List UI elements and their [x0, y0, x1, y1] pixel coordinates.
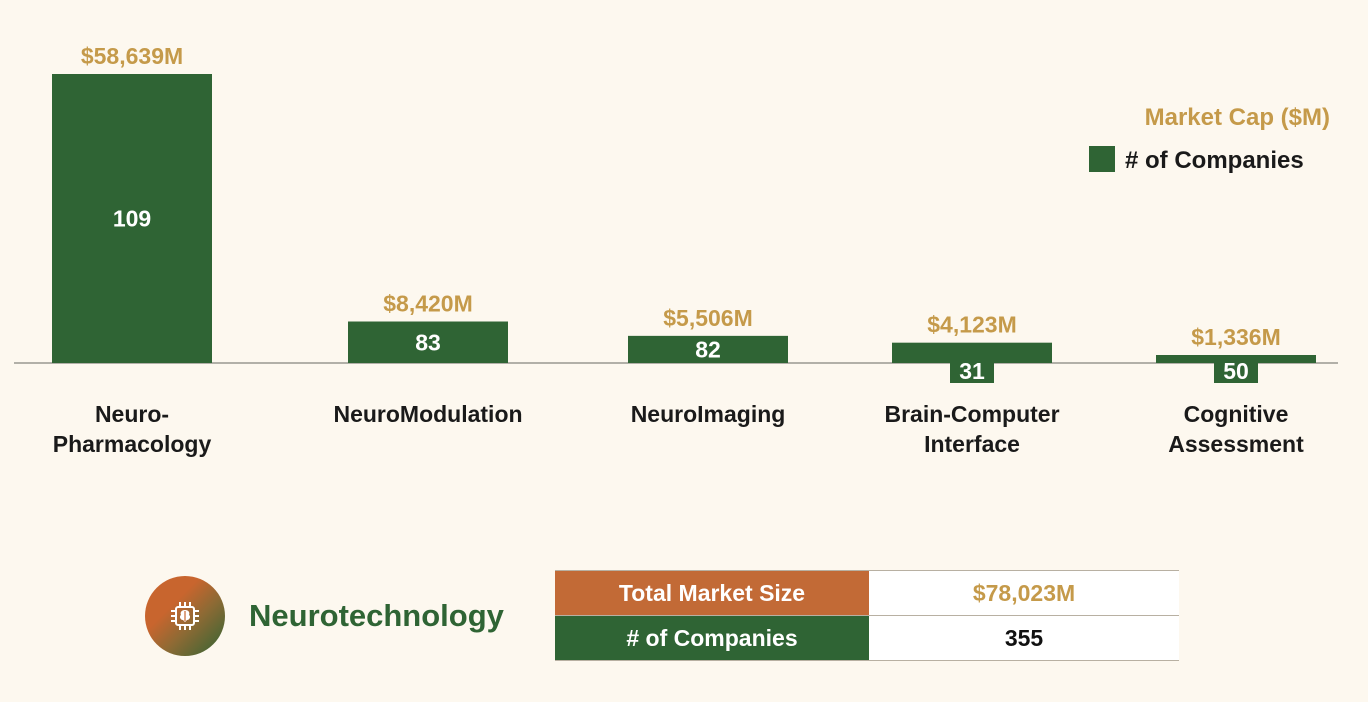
total-market-size-value: $78,023M [869, 570, 1179, 616]
legend-companies-swatch [1089, 146, 1115, 172]
legend: Market Cap ($M) # of Companies [1089, 104, 1330, 174]
market-cap-label-1: $8,420M [383, 291, 473, 317]
category-label-3: Brain-Computer Interface [884, 401, 1059, 457]
summary-table: Total Market Size $78,023M # of Companie… [555, 570, 1179, 661]
summary-row-companies: # of Companies 355 [555, 615, 1179, 661]
bar-chart: $58,639M 109 Neuro-Pharmacology $8,420M 83 Ne… [14, 43, 1338, 457]
count-tag-3 [950, 363, 994, 383]
legend-market-cap: Market Cap ($M) [1145, 104, 1330, 131]
category-label-4: Cognitive Assessment [1168, 401, 1304, 457]
market-cap-label-0: $58,639M [81, 43, 183, 69]
brain-chip-icon [145, 576, 225, 656]
summary-row-market-size: Total Market Size $78,023M [555, 570, 1179, 616]
category-label-2: NeuroImaging [631, 401, 786, 427]
bar-4 [1156, 355, 1316, 363]
bar-2 [628, 335, 788, 363]
company-count-label-4: 50 [1223, 358, 1249, 384]
count-tag-4 [1214, 363, 1258, 383]
company-count-label-0: 109 [113, 206, 151, 232]
brand: Neurotechnology [145, 576, 504, 656]
legend-companies: # of Companies [1125, 147, 1304, 174]
market-cap-label-4: $1,336M [1191, 324, 1281, 350]
market-cap-label-3: $4,123M [927, 312, 1017, 338]
market-cap-label-2: $5,506M [663, 305, 753, 331]
companies-count-label: # of Companies [555, 615, 869, 661]
bar-1 [348, 321, 508, 363]
bar-0 [52, 74, 212, 363]
category-label-1: NeuroModulation [333, 401, 522, 427]
company-count-label-2: 82 [695, 336, 721, 362]
category-label-0: Neuro-Pharmacology [53, 401, 212, 457]
bar-3 [892, 342, 1052, 363]
companies-count-value: 355 [869, 615, 1179, 661]
brand-name: Neurotechnology [249, 598, 504, 633]
company-count-label-1: 83 [415, 329, 441, 355]
company-count-label-3: 31 [959, 358, 985, 384]
total-market-size-label: Total Market Size [555, 570, 869, 616]
